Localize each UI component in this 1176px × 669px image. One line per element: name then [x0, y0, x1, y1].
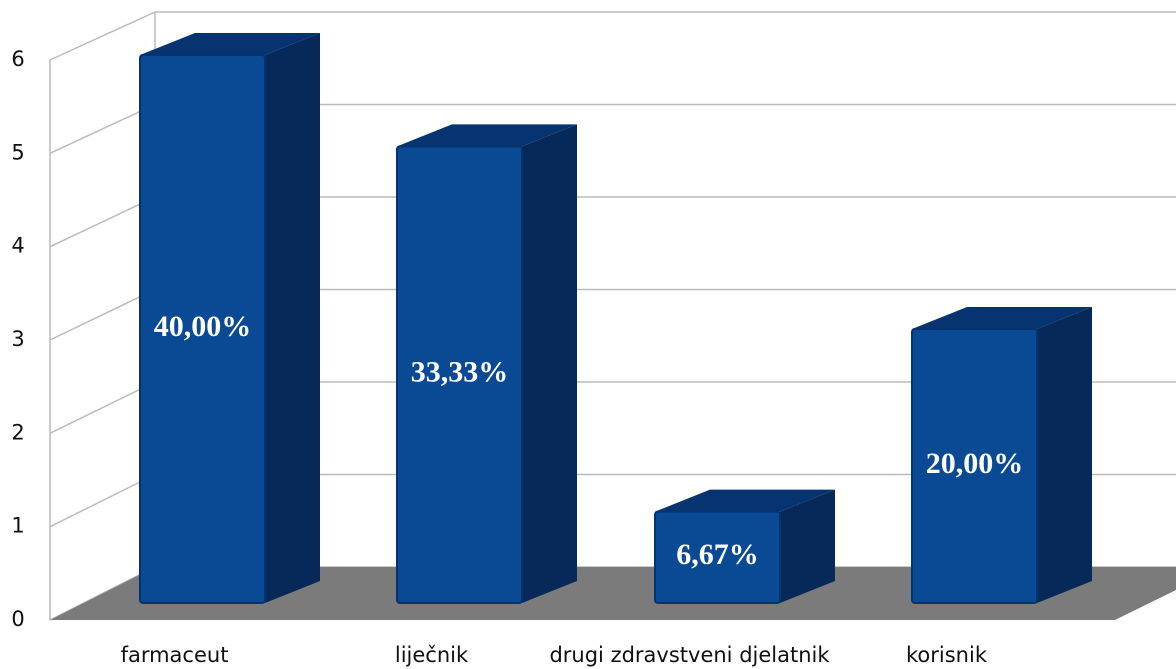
y-tick-label: 0 — [11, 607, 24, 631]
bar-side — [265, 33, 320, 603]
grid-line — [49, 103, 156, 155]
y-tick-label: 6 — [11, 47, 24, 71]
grid-line — [49, 196, 156, 248]
bar-top — [140, 33, 320, 55]
bar-label: 20,00% — [926, 447, 1024, 480]
bar-label: 33,33% — [411, 356, 509, 389]
y-tick-label: 1 — [11, 514, 24, 538]
bar-top — [397, 124, 577, 147]
y-tick-label: 2 — [11, 420, 24, 444]
x-tick-label: korisnik — [906, 643, 988, 667]
bar — [911, 328, 1038, 604]
bar-label: 6,67% — [676, 538, 759, 571]
grid-line — [49, 381, 156, 435]
bar-side — [780, 489, 835, 603]
x-tick-label: farmaceut — [121, 643, 229, 667]
y-tick-label: 5 — [11, 140, 24, 164]
grid-line — [49, 473, 156, 528]
x-tick-label: liječnik — [395, 643, 469, 667]
x-tick-label: drugi zdravstveni djelatnik — [549, 643, 830, 667]
bar — [139, 54, 266, 604]
bar-top — [912, 307, 1092, 329]
bar-side — [522, 124, 577, 603]
bar-side — [1037, 307, 1092, 603]
y-tick-label: 3 — [11, 327, 24, 351]
grid-line — [49, 288, 156, 341]
bar-top — [655, 489, 835, 512]
bar — [396, 145, 523, 604]
y-tick-label: 4 — [11, 234, 24, 258]
floor — [50, 567, 1176, 620]
bar — [654, 510, 781, 604]
bar-label: 40,00% — [154, 310, 252, 343]
grid-line — [49, 11, 156, 61]
